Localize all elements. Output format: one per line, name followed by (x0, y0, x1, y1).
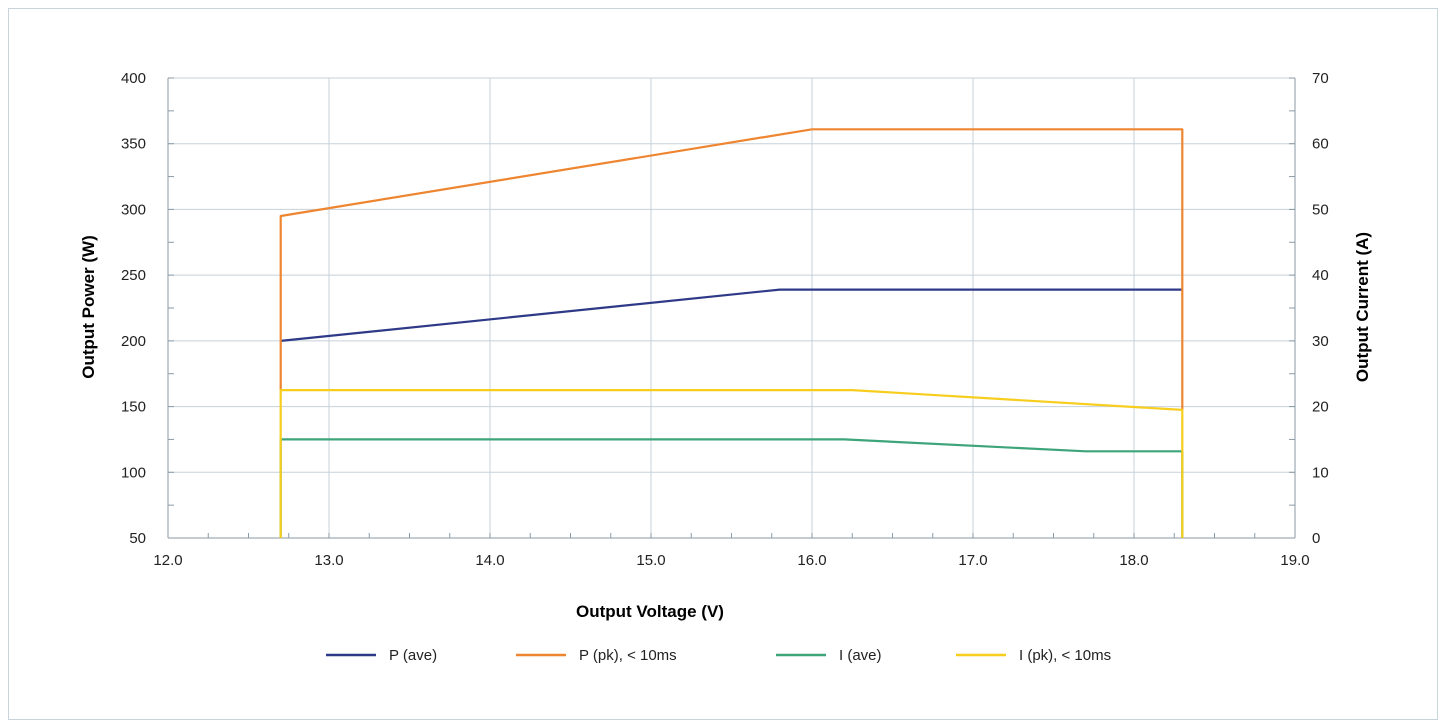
series-line-3 (279, 438, 1184, 538)
series-line-2 (279, 128, 1184, 411)
series-line-1 (280, 288, 1183, 342)
y-tick-label: 100 (121, 464, 146, 481)
y-axis-title: Output Power (W) (79, 235, 98, 379)
legend-item: P (pk), < 10ms (516, 647, 677, 664)
y2-tick-label: 0 (1312, 530, 1320, 547)
x-tick-label: 14.0 (475, 552, 504, 569)
chart-frame (8, 8, 1438, 720)
x-tick-label: 12.0 (153, 552, 182, 569)
x-tick-label: 17.0 (958, 552, 987, 569)
legend-item: P (ave) (326, 647, 437, 664)
grid (167, 77, 1296, 539)
tick-labels: 12.0 13.0 14.0 15.0 16.0 17.0 18.0 19.050100150… (121, 70, 1329, 569)
series-lines (279, 128, 1184, 538)
y-tick-label: 400 (121, 70, 146, 87)
y2-tick-label: 40 (1312, 267, 1329, 284)
y-tick-label: 50 (129, 530, 146, 547)
y2-tick-label: 30 (1312, 333, 1329, 350)
y2-tick-label: 10 (1312, 464, 1329, 481)
x-tick-label: 16.0 (797, 552, 826, 569)
legend-item: I (ave) (776, 647, 882, 664)
legend-label: I (pk), < 10ms (1019, 647, 1111, 664)
axes (167, 77, 1296, 539)
legend-label: P (ave) (389, 647, 437, 664)
y-tick-label: 250 (121, 267, 146, 284)
y-tick-label: 150 (121, 399, 146, 416)
legend-item: I (pk), < 10ms (956, 647, 1111, 664)
x-axis-title: Output Voltage (V) (576, 602, 724, 621)
x-tick-label: 15.0 (636, 552, 665, 569)
y2-axis-title: Output Current (A) (1353, 232, 1372, 382)
y-tick-label: 200 (121, 333, 146, 350)
y2-tick-label: 60 (1312, 136, 1329, 153)
legend-label: I (ave) (839, 647, 882, 664)
legend-label: P (pk), < 10ms (579, 647, 677, 664)
x-tick-label: 13.0 (314, 552, 343, 569)
y-tick-label: 350 (121, 136, 146, 153)
y2-tick-label: 20 (1312, 399, 1329, 416)
legend: P (ave) P (pk), < 10ms I (ave) I (pk), < 10… (326, 647, 1111, 664)
x-tick-label: 19.0 (1280, 552, 1309, 569)
series-line-4 (279, 389, 1184, 538)
y-tick-label: 300 (121, 201, 146, 218)
y2-tick-label: 50 (1312, 201, 1329, 218)
y2-tick-label: 70 (1312, 70, 1329, 87)
x-tick-label: 18.0 (1119, 552, 1148, 569)
